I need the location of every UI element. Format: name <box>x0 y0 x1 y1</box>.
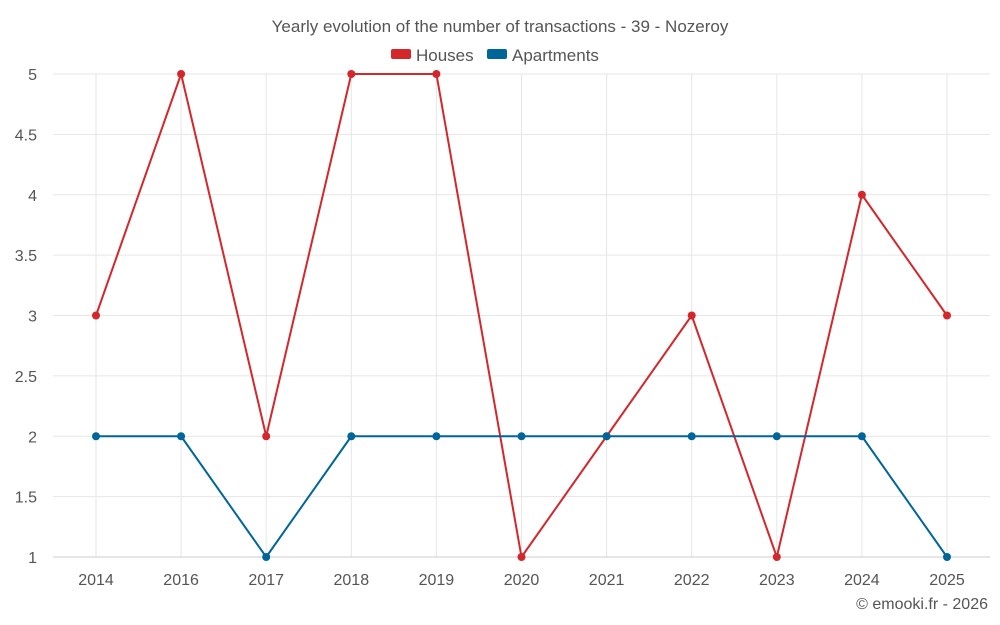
data-point-apartments-2018[interactable] <box>347 432 356 441</box>
data-point-apartments-2021[interactable] <box>602 432 611 441</box>
y-tick-label: 1 <box>28 550 37 567</box>
x-tick-label: 2020 <box>504 572 540 589</box>
data-point-houses-2017[interactable] <box>262 432 271 441</box>
data-point-houses-2014[interactable] <box>92 311 100 320</box>
y-tick-label: 3 <box>28 309 37 326</box>
y-axis: 1 1.5 2 2.5 3 3.5 4 4.5 5 <box>15 67 37 567</box>
y-tick-label: 2 <box>28 429 37 446</box>
legend-item-apartments[interactable]: Apartments <box>487 46 599 65</box>
legend-swatch-houses <box>391 49 411 59</box>
data-point-apartments-2023[interactable] <box>772 432 781 441</box>
data-point-houses-2018[interactable] <box>347 70 356 78</box>
grid <box>53 73 990 558</box>
y-tick-label: 4.5 <box>15 127 37 144</box>
y-tick-label: 4 <box>28 188 37 205</box>
x-tick-label: 2019 <box>419 572 455 589</box>
legend[interactable]: Houses Apartments <box>391 46 599 65</box>
legend-swatch-apartments <box>487 49 507 59</box>
data-point-houses-2025[interactable] <box>943 311 951 320</box>
series <box>92 70 951 561</box>
x-tick-label: 2021 <box>589 572 625 589</box>
series-apartments <box>92 432 951 561</box>
x-tick-label: 2014 <box>78 572 114 589</box>
chart-title: Yearly evolution of the number of transa… <box>272 17 729 36</box>
data-point-apartments-2024[interactable] <box>857 432 866 441</box>
x-tick-label: 2023 <box>759 572 795 589</box>
data-point-apartments-2016[interactable] <box>177 432 186 441</box>
data-point-houses-2023[interactable] <box>772 553 781 561</box>
data-point-houses-2024[interactable] <box>857 190 866 199</box>
x-tick-label: 2018 <box>334 572 370 589</box>
data-point-apartments-2019[interactable] <box>432 432 441 441</box>
data-point-apartments-2025[interactable] <box>943 553 951 561</box>
legend-item-houses[interactable]: Houses <box>391 46 474 65</box>
data-point-houses-2016[interactable] <box>177 70 186 78</box>
y-tick-label: 5 <box>28 67 37 84</box>
y-tick-label: 3.5 <box>15 248 37 265</box>
x-tick-label: 2022 <box>674 572 710 589</box>
x-tick-label: 2025 <box>929 572 965 589</box>
y-tick-label: 1.5 <box>15 490 37 507</box>
legend-label-houses: Houses <box>416 46 474 65</box>
data-point-apartments-2020[interactable] <box>517 432 526 441</box>
data-point-houses-2019[interactable] <box>432 70 441 78</box>
data-point-houses-2020[interactable] <box>517 553 526 561</box>
x-tick-label: 2024 <box>844 572 880 589</box>
x-tick-label: 2016 <box>163 572 199 589</box>
data-point-apartments-2022[interactable] <box>687 432 696 441</box>
x-tick-label: 2017 <box>248 572 284 589</box>
data-point-apartments-2014[interactable] <box>92 432 100 441</box>
data-point-houses-2022[interactable] <box>687 311 696 320</box>
y-tick-label: 2.5 <box>15 369 37 386</box>
legend-label-apartments: Apartments <box>512 46 599 65</box>
x-axis: 2014 2016 2017 2018 2019 2020 2021 2022 2023 2024… <box>53 556 990 589</box>
data-point-apartments-2017[interactable] <box>262 553 271 561</box>
credit-text: © emooki.fr - 2026 <box>856 596 988 613</box>
